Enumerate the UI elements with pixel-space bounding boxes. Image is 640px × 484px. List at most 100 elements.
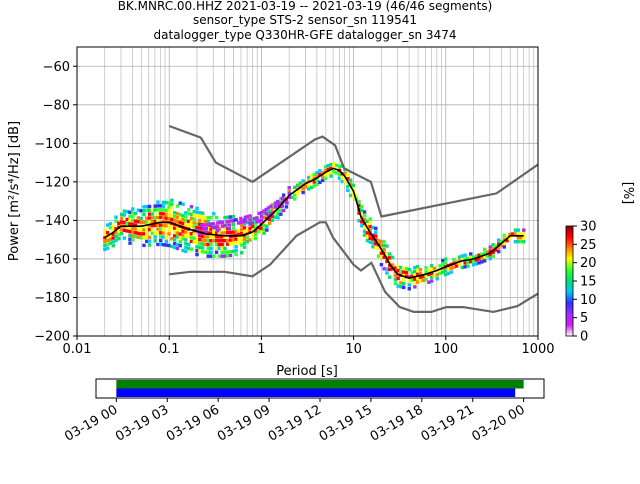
heatmap-cell [446,271,451,276]
heatmap-cell [348,182,353,186]
heatmap-cell [181,202,185,206]
heatmap-cell [150,231,155,235]
heatmap-cell [231,230,236,234]
heatmap-cell [251,236,255,240]
heatmap-cell [212,254,216,258]
heatmap-cell [365,223,370,227]
heatmap-cell [298,189,303,193]
heatmap-cell [161,208,166,212]
heatmap-cell [245,239,250,244]
heatmap-cell [276,199,280,204]
heatmap-cell [250,221,255,225]
heatmap-cell [273,211,277,215]
heatmap-cell [189,235,194,240]
heatmap-cell [407,267,412,272]
timeline-tick-label: 03-19 15 [317,402,375,444]
heatmap-cell [170,217,174,222]
heatmap-cell [128,233,132,238]
heatmap-cell [365,231,370,235]
heatmap-cell [379,255,384,259]
heatmap-cell [266,213,271,218]
heatmap-cell [122,236,127,240]
heatmap-cell [312,184,317,188]
heatmap-cell [402,285,406,290]
heatmap-cell [223,235,227,239]
heatmap-cell [390,263,395,267]
heatmap-cell [280,196,285,201]
heatmap-cell [212,235,216,239]
heatmap-cell [382,240,386,244]
heatmap-cell [264,207,268,212]
heatmap-cell [161,204,166,208]
heatmap-cell [376,239,381,243]
heatmap-cell [385,267,389,271]
heatmap-cell [491,246,495,251]
heatmap-cell [413,269,417,274]
heatmap-cell [111,240,115,244]
heatmap-cell [329,166,333,171]
heatmap-cell [329,162,333,167]
heatmap-cell [119,228,124,232]
heatmap-cell [228,253,233,258]
heatmap-cell [253,229,258,233]
heatmap-cell [252,216,257,221]
heatmap-cell [240,235,244,240]
timeline-tick-label: 03-19 03 [113,402,171,444]
heatmap-cell [108,225,113,230]
heatmap-cell [371,225,375,230]
heatmap-cell [231,241,236,246]
heatmap-cell [402,270,406,274]
heatmap-cell [418,267,423,272]
heatmap-cell [519,239,523,244]
heatmap-cell [469,259,473,264]
heatmap-cell [197,231,202,236]
heatmap-cell [337,176,342,180]
timeline-tick-label: 03-20 00 [470,402,528,444]
heatmap-cell [184,234,188,238]
heatmap-cell [186,246,191,251]
heatmap-cell [105,242,110,247]
heatmap-cell [357,219,361,223]
heatmap-cell [307,175,311,180]
heatmap-cell [212,212,216,216]
heatmap-cell [192,240,196,244]
heatmap-cell [216,229,220,233]
heatmap-cell [145,220,149,224]
heatmap-cell [156,215,160,220]
heatmap-cell [273,207,277,212]
x-axis-label: Period [s] [276,364,338,379]
heatmap-cell [365,235,370,239]
heatmap-cell [178,240,182,244]
heatmap-cell [368,225,372,229]
heatmap-cell [178,213,182,217]
heatmap-cell [211,225,215,230]
heatmap-cell [427,280,431,284]
heatmap-cell [189,205,194,209]
heatmap-cell [223,246,227,251]
heatmap-cell [184,211,188,215]
heatmap-cell [131,215,135,219]
heatmap-cell [463,261,467,265]
heatmap-cell [156,227,160,231]
heatmap-cell [357,203,361,208]
heatmap-cell [262,223,266,228]
heatmap-cell [323,169,328,173]
heatmap-cell [502,233,506,238]
heatmap-cell [203,250,208,254]
heatmap-cell [340,179,344,184]
heatmap-cell [234,218,238,222]
heatmap-cell [452,265,456,269]
heatmap-cell [393,281,398,286]
heatmap-cell [111,236,115,240]
heatmap-cell [421,274,425,279]
heatmap-cell [167,209,171,213]
heatmap-cell [477,253,481,257]
heatmap-cell [195,241,199,245]
heatmap-cell [153,223,157,228]
heatmap-cell [200,246,205,250]
heatmap-cell [242,222,247,226]
heatmap-cell [393,277,398,282]
heatmap-cell [259,230,263,235]
heatmap-cell [128,214,132,218]
heatmap-cell [499,239,504,244]
